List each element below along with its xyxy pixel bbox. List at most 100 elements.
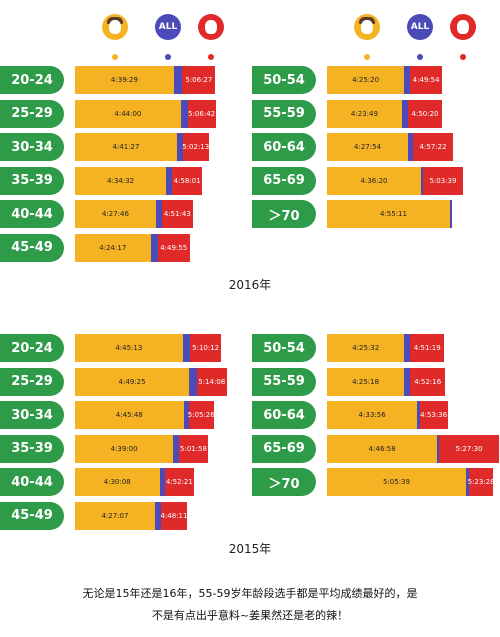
female-bar: 4:51:19 bbox=[410, 334, 444, 362]
all-bar bbox=[182, 334, 191, 362]
male-bar: 4:39:29 bbox=[75, 66, 174, 94]
all-bar bbox=[465, 468, 469, 496]
female-bar: 4:52:16 bbox=[409, 367, 446, 396]
female-bar: 5:02:13 bbox=[182, 133, 209, 161]
male-bar: 4:34:32 bbox=[75, 166, 167, 195]
female-bar: 4:49:55 bbox=[157, 233, 190, 262]
male-bar: 4:49:25 bbox=[75, 367, 190, 396]
female-bar: 4:49:54 bbox=[410, 66, 442, 94]
all-dot-icon bbox=[417, 54, 423, 60]
male-dot-icon bbox=[112, 54, 118, 60]
female-bar: 5:23:28 bbox=[468, 468, 495, 496]
male-bar: 4:27:54 bbox=[327, 133, 409, 161]
female-bar: 5:01:58 bbox=[178, 434, 209, 463]
male-runner-icon bbox=[354, 14, 380, 40]
male-bar: 4:45:13 bbox=[75, 334, 183, 362]
age-group-label: 40-44 bbox=[0, 200, 64, 228]
all-bar bbox=[159, 468, 166, 496]
combined-value-label: 4:55:11 bbox=[379, 210, 407, 218]
male-bar: 4:27:07 bbox=[75, 501, 155, 530]
all-bar bbox=[183, 401, 189, 429]
age-row-0-8: 60-64 4:27:54 4:57:22 bbox=[252, 133, 500, 161]
all-bar bbox=[154, 501, 161, 530]
age-group-label: 65-69 bbox=[252, 166, 316, 195]
all-runners-icon: ALL bbox=[407, 14, 433, 40]
female-bar: 5:27:30 bbox=[438, 434, 500, 463]
age-group-label: 50-54 bbox=[252, 66, 316, 94]
age-row-0-0: 20-24 4:39:29 5:06:27 bbox=[0, 66, 250, 94]
year-title-2016: 2016年 bbox=[228, 278, 272, 292]
male-runner-icon bbox=[102, 14, 128, 40]
age-row-0-7: 55-59 4:23:49 4:50:20 bbox=[252, 99, 500, 128]
age-row-1-8: 60-64 4:33:56 4:53:36 bbox=[252, 401, 500, 429]
age-group-label: 45-49 bbox=[0, 501, 64, 530]
caption-line-2: 不是有点出乎意料~姜果然还是老的辣！ bbox=[151, 609, 349, 622]
male-bar: 4:45:48 bbox=[75, 401, 184, 429]
male-bar: 4:25:32 bbox=[327, 334, 405, 362]
age-row-1-5: 45-49 4:27:07 4:48:11 bbox=[0, 501, 250, 530]
female-bar: 5:03:39 bbox=[422, 166, 463, 195]
all-bar bbox=[173, 66, 183, 94]
male-face-icon bbox=[361, 20, 373, 34]
all-bar bbox=[401, 99, 408, 128]
male-bar: 4:24:17 bbox=[75, 233, 151, 262]
age-group-label: ＞70 bbox=[252, 200, 316, 228]
age-row-0-4: 40-44 4:27:46 4:51:43 bbox=[0, 200, 250, 228]
all-bar bbox=[173, 434, 179, 463]
age-row-1-3: 35-39 4:39:00 5:01:58 bbox=[0, 434, 250, 463]
age-group-label: 65-69 bbox=[252, 434, 316, 463]
male-bar: 5:05:39 bbox=[327, 468, 466, 496]
female-runner-icon bbox=[198, 14, 224, 40]
age-row-1-10: ＞70 5:05:39 5:23:28 bbox=[252, 468, 500, 496]
age-group-label: 25-29 bbox=[0, 367, 64, 396]
age-row-0-2: 30-34 4:41:27 5:02:13 bbox=[0, 133, 250, 161]
all-runners-icon: ALL bbox=[155, 14, 181, 40]
age-row-1-2: 30-34 4:45:48 5:05:26 bbox=[0, 401, 250, 429]
female-bar: 4:52:21 bbox=[165, 468, 194, 496]
male-bar: 4:46:58 bbox=[327, 434, 438, 463]
all-bar bbox=[180, 99, 188, 128]
age-group-label: 45-49 bbox=[0, 233, 64, 262]
age-group-label: 20-24 bbox=[0, 334, 64, 362]
female-dot-icon bbox=[460, 54, 466, 60]
female-bar: 5:05:26 bbox=[188, 401, 215, 429]
female-bar: 4:50:20 bbox=[407, 99, 443, 128]
age-row-0-10: ＞70 4:55:11 bbox=[252, 200, 500, 228]
all-dot-icon bbox=[165, 54, 171, 60]
age-row-0-6: 50-54 4:25:20 4:49:54 bbox=[252, 66, 500, 94]
all-bar bbox=[417, 401, 420, 429]
female-bar: 5:06:42 bbox=[187, 99, 216, 128]
male-bar: 4:44:00 bbox=[75, 99, 181, 128]
male-bar: 4:33:56 bbox=[327, 401, 418, 429]
female-bar: 5:06:27 bbox=[182, 66, 216, 94]
all-bar bbox=[404, 334, 411, 362]
age-row-1-6: 50-54 4:25:32 4:51:19 bbox=[252, 334, 500, 362]
age-group-label: 30-34 bbox=[0, 401, 64, 429]
age-group-label: 55-59 bbox=[252, 367, 316, 396]
female-bar: 4:53:36 bbox=[419, 401, 448, 429]
age-group-label: 50-54 bbox=[252, 334, 316, 362]
female-dot-icon bbox=[208, 54, 214, 60]
male-dot-icon bbox=[364, 54, 370, 60]
caption-line-1: 无论是15年还是16年，55-59岁年龄段选手都是平均成绩最好的，是 bbox=[82, 587, 418, 600]
all-bar bbox=[176, 133, 183, 161]
age-row-0-1: 25-29 4:44:00 5:06:42 bbox=[0, 99, 250, 128]
age-group-label: 35-39 bbox=[0, 166, 64, 195]
age-group-label: ＞70 bbox=[252, 468, 316, 496]
male-bar: 4:27:46 bbox=[75, 200, 156, 228]
age-row-1-7: 55-59 4:25:18 4:52:16 bbox=[252, 367, 500, 396]
male-bar: 4:23:49 bbox=[327, 99, 402, 128]
age-group-label: 40-44 bbox=[0, 468, 64, 496]
age-row-1-1: 25-29 4:49:25 5:14:08 bbox=[0, 367, 250, 396]
female-runner-icon bbox=[450, 14, 476, 40]
age-group-label: 60-64 bbox=[252, 401, 316, 429]
age-group-label: 60-64 bbox=[252, 133, 316, 161]
female-bar: 5:10:12 bbox=[190, 334, 221, 362]
female-bar: 4:58:01 bbox=[171, 166, 203, 195]
year-title-2015: 2015年 bbox=[228, 542, 272, 556]
age-group-label: 25-29 bbox=[0, 99, 64, 128]
male-face-icon bbox=[109, 20, 121, 34]
all-bar bbox=[189, 367, 197, 396]
female-bar: 4:57:22 bbox=[412, 133, 454, 161]
male-bar: 4:25:20 bbox=[327, 66, 405, 94]
